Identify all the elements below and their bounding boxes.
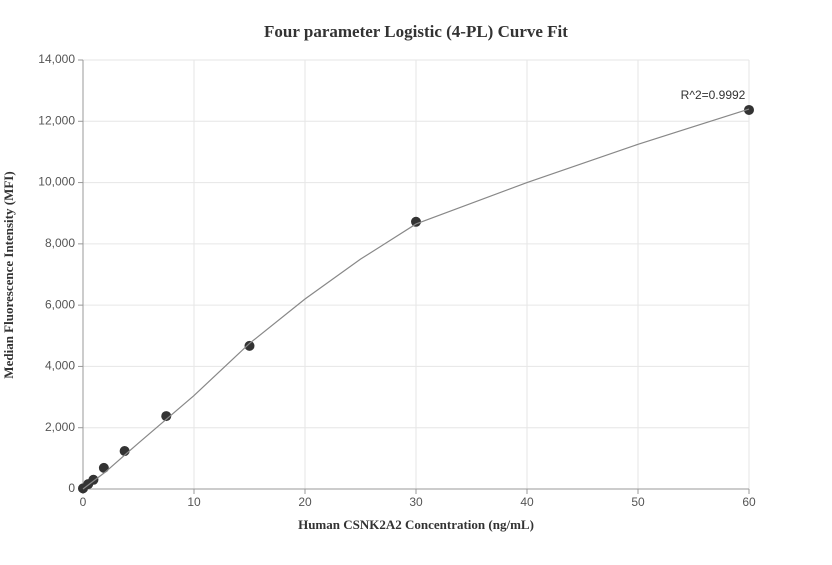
data-point xyxy=(411,216,421,227)
y-tick-label: 12,000 xyxy=(38,113,75,127)
data-point xyxy=(244,340,255,351)
fit-curve xyxy=(82,108,750,490)
y-tick-label: 2,000 xyxy=(45,420,75,434)
y-tick-label: 0 xyxy=(68,481,75,495)
y-tick-label: 10,000 xyxy=(38,175,75,189)
data-point xyxy=(98,462,109,473)
x-tick-label: 30 xyxy=(409,495,423,509)
y-tick-label: 6,000 xyxy=(45,297,75,311)
x-tick-label: 50 xyxy=(631,495,645,509)
x-tick-label: 40 xyxy=(520,495,534,509)
data-point xyxy=(744,104,754,115)
y-tick-label: 4,000 xyxy=(45,359,75,373)
annotation: R^2=0.9992 xyxy=(681,88,746,102)
x-tick-label: 60 xyxy=(742,495,756,509)
x-axis-label: Human CSNK2A2 Concentration (ng/mL) xyxy=(298,517,534,532)
x-tick-label: 10 xyxy=(187,495,201,509)
data-point xyxy=(161,411,172,422)
x-tick-label: 20 xyxy=(298,495,312,509)
y-axis-label: Median Fluorescence Intensity (MFI) xyxy=(1,171,16,378)
x-tick-label: 0 xyxy=(80,495,87,509)
chart-title: Four parameter Logistic (4-PL) Curve Fit xyxy=(264,22,568,41)
y-tick-label: 14,000 xyxy=(38,52,75,66)
y-tick-label: 8,000 xyxy=(45,236,75,250)
